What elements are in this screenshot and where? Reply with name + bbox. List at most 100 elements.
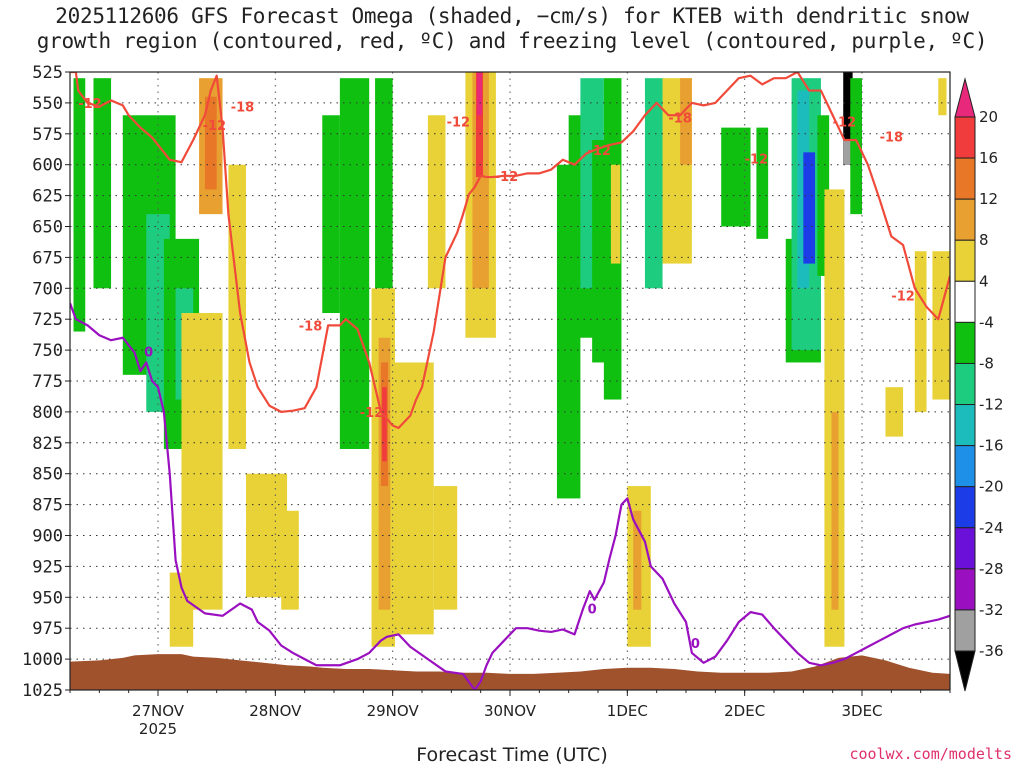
contour-label: -18 (668, 112, 692, 127)
omega-cell-10 (228, 164, 246, 449)
colorbar-label: -24 (979, 519, 1004, 537)
y-tick-label: 725 (32, 310, 63, 330)
y-tick-label: 625 (32, 187, 63, 207)
freezing-label: 0 (144, 345, 153, 360)
contour-label: -12 (447, 115, 471, 130)
omega-cell-9 (204, 96, 217, 190)
y-tick-label: 700 (32, 279, 63, 299)
omega-cell-36 (644, 78, 663, 289)
colorbar-swatch (954, 445, 976, 488)
omega-cell-53 (938, 78, 947, 116)
y-tick-label: 1025 (22, 681, 63, 701)
colorbar-bottom-arrow (954, 650, 976, 692)
colorbar-label: -8 (979, 354, 994, 372)
chart-title-line-2: growth region (contoured, red, ºC) and f… (36, 29, 988, 53)
y-tick-label: 950 (32, 588, 63, 608)
colorbar-label: -12 (979, 396, 1004, 414)
colorbar-swatch (954, 609, 976, 652)
colorbar-label: -36 (979, 642, 1004, 660)
colorbar-swatch (954, 527, 976, 570)
colorbar-label: 4 (979, 272, 989, 290)
contour-label: -12 (587, 144, 611, 159)
terrain-layer (70, 654, 950, 690)
contour-label: -18 (880, 130, 904, 145)
y-tick-label: 675 (32, 248, 63, 268)
omega-cell-6 (181, 313, 223, 610)
x-tick-label: 27NOV (132, 702, 185, 720)
colorbar-label: -32 (979, 601, 1004, 619)
contour-label: -18 (299, 319, 323, 334)
colorbar-label: -16 (979, 437, 1004, 455)
x-axis-label: Forecast Time (UTC) (416, 744, 608, 766)
colorbar-swatch (954, 239, 976, 282)
terrain-fill (70, 654, 950, 690)
contour-label: -18 (231, 101, 255, 116)
y-tick-label: 825 (32, 434, 63, 454)
colorbar-swatch (954, 486, 976, 529)
y-tick-label: 1000 (22, 650, 63, 670)
omega-cell-22 (375, 78, 393, 289)
omega-cell-15 (345, 288, 358, 449)
y-tick-label: 575 (32, 125, 63, 145)
contour-label: -12 (891, 290, 915, 305)
contour-label: -12 (360, 406, 384, 421)
contour-layer (70, 72, 950, 690)
omega-cell-47 (831, 411, 839, 610)
omega-cell-48 (843, 72, 853, 165)
omega-cell-44 (803, 152, 816, 264)
freezing-label: 0 (691, 637, 700, 652)
y-tick-label: 875 (32, 496, 63, 516)
colorbar-label: -20 (979, 478, 1004, 496)
omega-cell-21 (433, 486, 458, 610)
y-tick-label: 900 (32, 527, 63, 547)
x-tick-year-label: 2025 (139, 720, 177, 738)
chart-title-line-1: 2025112606 GFS Forecast Omega (shaded, −… (55, 4, 969, 28)
gridlines (70, 71, 950, 691)
colorbar-label: 16 (979, 149, 998, 167)
x-tick-label: 29NOV (367, 702, 420, 720)
y-tick-label: 975 (32, 619, 63, 639)
x-tick-label: 30NOV (484, 702, 537, 720)
x-tick-label: 2DEC (724, 702, 765, 720)
credit-link[interactable]: coolwx.com/modelts (849, 745, 1012, 763)
y-tick-label: 850 (32, 465, 63, 485)
colorbar-label: 12 (979, 190, 998, 208)
contour-label: -12 (833, 115, 857, 130)
y-tick-label: 925 (32, 557, 63, 577)
omega-cell-19 (382, 387, 387, 462)
colorbar-label: -4 (979, 313, 994, 331)
y-tick-label: 600 (32, 156, 63, 176)
omega-cell-12 (281, 510, 299, 610)
omega-cell-49 (843, 139, 853, 165)
colorbar-top-arrow (954, 77, 976, 118)
y-tick-label: 550 (32, 94, 63, 114)
y-tick-label: 775 (32, 372, 63, 392)
colorbar: 20 16 12 8 4 -4 -8 -12 -16 -20 -24 -28 -32 -36 (954, 77, 1004, 692)
y-tick-label: 800 (32, 403, 63, 423)
colorbar-swatch (954, 321, 976, 364)
omega-cell-51 (885, 387, 904, 437)
x-tick-label: 3DEC (841, 702, 882, 720)
colorbar-swatch (954, 157, 976, 200)
omega-cell-50 (850, 78, 862, 215)
x-tick-label: 1DEC (607, 702, 648, 720)
contour-label: -12 (495, 170, 519, 185)
omega-shading-layer (73, 72, 950, 647)
chart-title: 2025112606 GFS Forecast Omega (shaded, −… (0, 4, 1024, 54)
colorbar-swatch (954, 280, 976, 323)
y-axis: 525 550 575 600 625 650 675 700 725 750 775 800 825 8… (22, 63, 70, 701)
omega-cell-27 (477, 72, 482, 116)
omega-cell-26 (475, 72, 484, 178)
colorbar-label: 8 (979, 231, 989, 249)
colorbar-label: 20 (979, 108, 998, 126)
freezing-label: 0 (588, 602, 597, 617)
contour-label: -12 (745, 153, 769, 168)
omega-cell-45 (817, 115, 830, 276)
omega-cell-38 (680, 78, 692, 165)
colorbar-swatch (954, 568, 976, 611)
omega-cell-52 (914, 251, 927, 412)
omega-cell-13 (322, 115, 340, 314)
colorbar-swatch (954, 404, 976, 447)
omega-cell-39 (721, 127, 751, 227)
